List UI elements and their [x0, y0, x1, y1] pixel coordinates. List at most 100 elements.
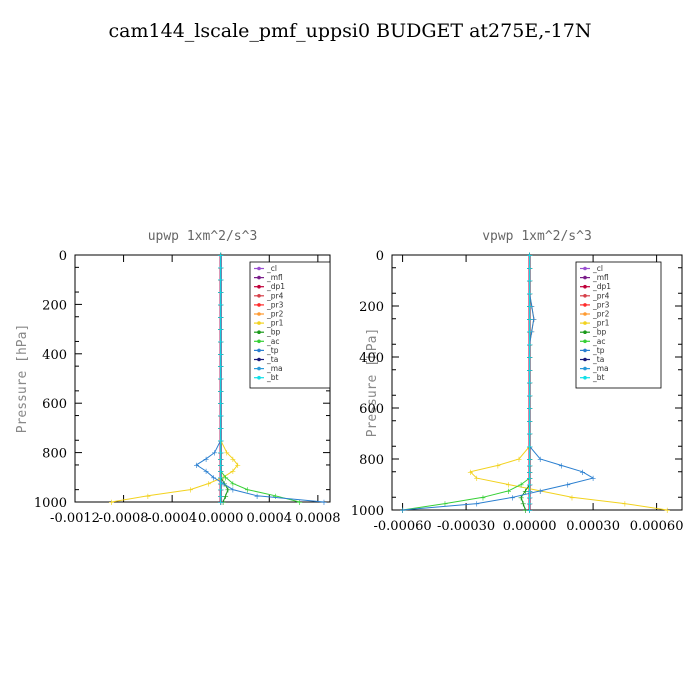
data-point: +: [217, 479, 224, 488]
data-point: +: [526, 366, 533, 375]
data-point: +: [230, 455, 237, 464]
data-point: +: [217, 313, 224, 322]
legend-label: _bp: [266, 328, 281, 337]
data-point: +: [526, 506, 533, 515]
panel-vpwp: vpwp 1xm^2/s^3 Pressure [hPa] 0 200 400 600 80…: [351, 229, 684, 534]
legend-marker: [257, 284, 261, 289]
legend-marker: [257, 266, 261, 271]
panel-title: upwp 1xm^2/s^3: [148, 229, 258, 244]
data-point: +: [530, 315, 537, 324]
data-point: +: [217, 461, 224, 470]
data-point: +: [526, 277, 533, 286]
panel-upwp: upwp 1xm^2/s^3 Pressure [hPa] 0 200 400 600 80…: [15, 229, 341, 526]
data-point: +: [480, 493, 487, 502]
legend-label: _ac: [266, 337, 279, 346]
legend-marker: [583, 275, 587, 280]
data-point: +: [537, 487, 544, 496]
data-point: +: [217, 337, 224, 346]
data-point: +: [526, 289, 533, 298]
y-tick-label: 0: [59, 249, 67, 264]
data-point: +: [473, 500, 480, 509]
data-point: +: [203, 455, 210, 464]
data-point: +: [217, 424, 224, 433]
legend-label: _bt: [266, 373, 279, 382]
data-point: +: [217, 498, 224, 507]
data-point: +: [205, 479, 212, 488]
data-point: +: [225, 486, 232, 495]
legend-label: _pr1: [592, 319, 610, 328]
data-point: +: [526, 430, 533, 439]
data-point: +: [203, 467, 210, 476]
data-point: +: [108, 498, 115, 507]
legend-marker: [257, 294, 261, 298]
legend-marker: [583, 339, 587, 344]
legend-label: _bt: [592, 373, 605, 382]
y-tick-label: 400: [42, 348, 67, 363]
y-tick-label: 200: [42, 298, 67, 313]
data-point: +: [579, 468, 586, 477]
data-point: +: [522, 487, 529, 496]
legend-label: _tp: [592, 346, 605, 355]
data-point: +: [217, 492, 224, 501]
data-point: +: [528, 302, 535, 311]
x-tick-label: 0.0008: [295, 511, 341, 526]
data-point: +: [621, 500, 628, 509]
legend-label: _dp1: [592, 282, 611, 291]
legend-label: _tp: [266, 346, 279, 355]
data-point: +: [217, 498, 224, 507]
legend-marker: [257, 330, 261, 335]
data-point: +: [217, 350, 224, 359]
data-point: +: [526, 506, 533, 515]
data-point: +: [526, 404, 533, 413]
x-tick-label: 0.00030: [566, 519, 620, 534]
data-point: +: [210, 473, 217, 482]
data-point: +: [217, 498, 224, 507]
figure-title: cam144_lscale_pmf_uppsi0 BUDGET at275E,-…: [108, 20, 592, 42]
data-point: +: [467, 468, 474, 477]
legend-marker: [257, 275, 261, 280]
legend-label: _dp1: [266, 282, 285, 291]
data-point: +: [217, 436, 224, 445]
data-point: +: [526, 442, 533, 451]
y-tick-label: 0: [376, 249, 384, 264]
x-tick-label: 0.0004: [247, 511, 293, 526]
data-point: +: [217, 467, 224, 476]
data-point: +: [526, 340, 533, 349]
y-tick-label: 800: [42, 447, 67, 462]
data-point: +: [211, 449, 218, 458]
legend-marker: [257, 348, 261, 353]
data-point: +: [217, 263, 224, 272]
data-point: +: [217, 455, 224, 464]
data-point: +: [217, 498, 224, 507]
y-tick-label: 600: [359, 402, 384, 417]
legend-marker: [257, 366, 261, 371]
data-point: +: [217, 251, 224, 260]
data-point: +: [230, 486, 237, 495]
data-point: +: [526, 302, 533, 311]
data-point: +: [558, 461, 565, 470]
data-point: +: [526, 251, 533, 260]
data-point: +: [537, 455, 544, 464]
data-point: +: [230, 479, 237, 488]
data-point: +: [217, 486, 224, 495]
data-point: +: [220, 479, 227, 488]
legend-marker: [583, 330, 587, 335]
data-point: +: [296, 498, 303, 507]
y-tick-label: 600: [42, 397, 67, 412]
legend-label: _pr3: [266, 300, 284, 309]
data-point: +: [526, 468, 533, 477]
data-point: +: [518, 493, 525, 502]
legend-label: _mfl: [592, 273, 609, 282]
data-point: +: [505, 481, 512, 490]
data-point: +: [217, 300, 224, 309]
data-point: +: [526, 493, 533, 502]
data-point: +: [505, 487, 512, 496]
data-point: +: [193, 461, 200, 470]
x-tick-label: -0.0008: [99, 511, 149, 526]
legend-marker: [583, 266, 587, 271]
data-point: +: [526, 264, 533, 273]
data-point: +: [223, 449, 230, 458]
data-point: +: [526, 353, 533, 362]
legend-label: _pr4: [592, 291, 610, 300]
data-point: +: [516, 455, 523, 464]
